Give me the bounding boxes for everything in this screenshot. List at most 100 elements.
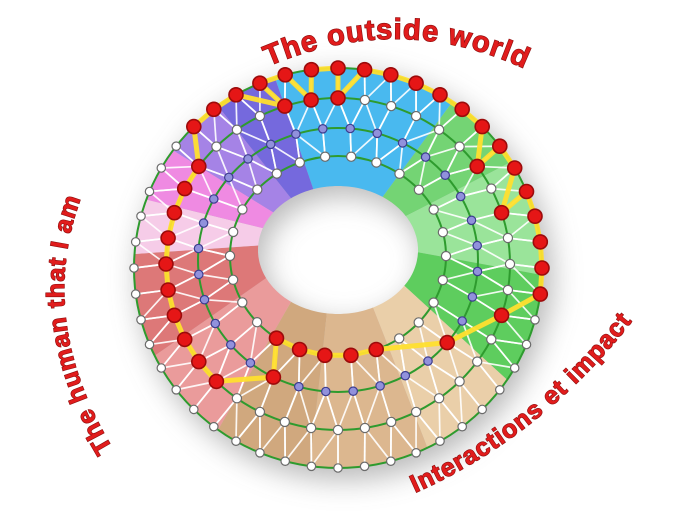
ring-node[interactable] (466, 215, 477, 226)
ring-node[interactable] (410, 110, 422, 122)
red-node[interactable] (469, 158, 486, 175)
ring-node[interactable] (435, 436, 445, 446)
ring-node[interactable] (130, 237, 141, 247)
red-node[interactable] (491, 138, 508, 154)
red-node[interactable] (532, 234, 549, 250)
ring-node[interactable] (410, 406, 422, 418)
red-node[interactable] (506, 160, 523, 176)
ring-node[interactable] (437, 226, 449, 238)
ring-node[interactable] (509, 363, 520, 373)
ring-node[interactable] (294, 157, 305, 168)
red-node[interactable] (454, 101, 471, 118)
red-node[interactable] (291, 341, 308, 358)
ring-node[interactable] (280, 456, 290, 466)
red-node[interactable] (186, 118, 202, 135)
red-node[interactable] (176, 331, 193, 348)
red-node[interactable] (228, 87, 244, 103)
ring-node[interactable] (467, 292, 478, 302)
red-node[interactable] (493, 307, 510, 324)
ring-node[interactable] (156, 163, 167, 173)
ring-node[interactable] (332, 424, 344, 436)
ring-node[interactable] (433, 124, 445, 135)
ring-node[interactable] (455, 191, 466, 202)
ring-node[interactable] (494, 384, 505, 395)
red-node[interactable] (268, 330, 285, 347)
ring-node[interactable] (433, 393, 445, 404)
red-node[interactable] (330, 90, 346, 106)
ring-node[interactable] (502, 284, 514, 296)
red-node[interactable] (166, 204, 183, 221)
ring-node[interactable] (385, 456, 396, 466)
ring-node[interactable] (265, 139, 276, 150)
ring-node[interactable] (209, 421, 219, 432)
red-node[interactable] (303, 92, 319, 108)
ring-node[interactable] (477, 404, 487, 415)
ring-node[interactable] (210, 318, 221, 329)
ring-node[interactable] (423, 356, 433, 366)
ring-node[interactable] (306, 461, 317, 472)
ring-node[interactable] (305, 422, 317, 434)
ring-node[interactable] (254, 110, 266, 122)
red-node[interactable] (265, 369, 282, 385)
ring-node[interactable] (224, 250, 236, 262)
ring-node[interactable] (227, 274, 239, 285)
ring-node[interactable] (359, 94, 371, 106)
ring-node[interactable] (243, 154, 253, 164)
ring-node[interactable] (428, 297, 439, 308)
ring-node[interactable] (237, 297, 248, 308)
ring-node[interactable] (293, 381, 304, 392)
ring-node[interactable] (245, 358, 256, 368)
ring-node[interactable] (440, 250, 452, 262)
red-node[interactable] (176, 180, 193, 197)
red-node[interactable] (191, 353, 207, 370)
ring-node[interactable] (136, 211, 146, 221)
ring-node[interactable] (144, 339, 155, 350)
ring-node[interactable] (279, 416, 290, 428)
red-node[interactable] (432, 87, 448, 103)
ring-node[interactable] (428, 204, 439, 215)
ring-node[interactable] (189, 404, 199, 415)
red-node[interactable] (160, 282, 176, 298)
ring-node[interactable] (400, 370, 411, 381)
ring-node[interactable] (251, 317, 263, 328)
ring-node[interactable] (211, 141, 222, 152)
ring-node[interactable] (198, 218, 209, 228)
ring-node[interactable] (454, 141, 465, 152)
red-node[interactable] (330, 60, 346, 76)
ring-node[interactable] (359, 422, 371, 434)
ring-node[interactable] (199, 294, 210, 305)
ring-node[interactable] (224, 172, 234, 183)
red-node[interactable] (206, 101, 222, 118)
red-node[interactable] (252, 75, 268, 91)
red-node[interactable] (527, 208, 543, 224)
red-node[interactable] (534, 260, 550, 276)
ring-node[interactable] (333, 463, 343, 473)
ring-node[interactable] (320, 386, 331, 397)
ring-node[interactable] (144, 186, 155, 197)
ring-node[interactable] (472, 356, 483, 367)
red-node[interactable] (518, 183, 535, 200)
ring-node[interactable] (375, 381, 385, 391)
ring-node[interactable] (394, 333, 405, 344)
ring-node[interactable] (413, 184, 425, 195)
ring-node[interactable] (386, 100, 397, 112)
red-node[interactable] (493, 204, 510, 221)
red-node[interactable] (208, 373, 225, 390)
ring-node[interactable] (130, 289, 141, 299)
ring-node[interactable] (227, 226, 239, 238)
ring-node[interactable] (472, 240, 482, 251)
ring-node[interactable] (394, 168, 405, 179)
ring-node[interactable] (156, 363, 167, 373)
red-node[interactable] (191, 158, 207, 175)
ring-node[interactable] (486, 334, 497, 345)
ring-node[interactable] (413, 317, 424, 328)
ring-node[interactable] (437, 274, 448, 286)
ring-node[interactable] (440, 170, 450, 180)
ring-node[interactable] (521, 339, 532, 350)
ring-node[interactable] (348, 386, 358, 396)
ring-node[interactable] (254, 406, 266, 418)
red-node[interactable] (343, 347, 359, 364)
ring-node[interactable] (194, 269, 204, 280)
ring-node[interactable] (317, 124, 328, 134)
red-node[interactable] (382, 67, 399, 83)
